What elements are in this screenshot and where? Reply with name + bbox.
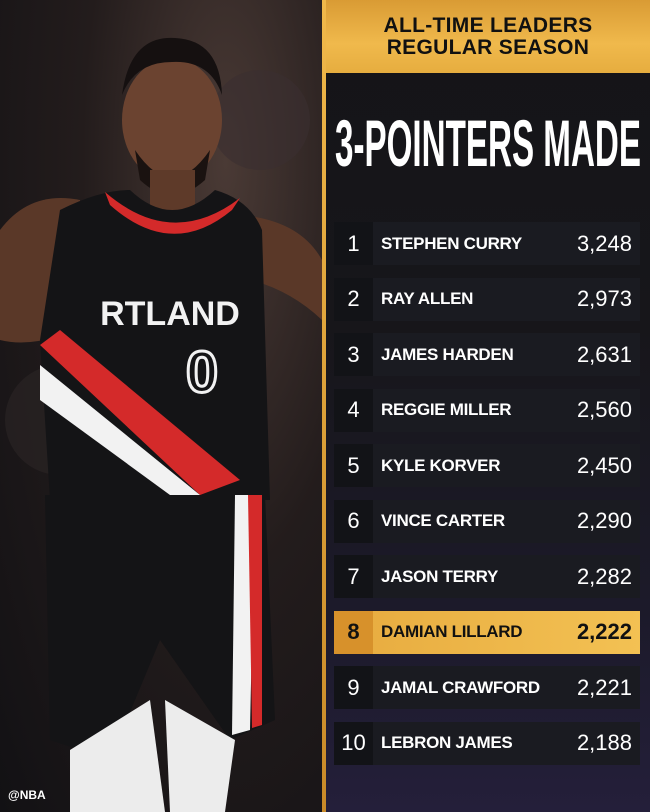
header-banner: ALL-TIME LEADERS REGULAR SEASON (326, 0, 650, 73)
rank-cell: 1 (334, 222, 373, 265)
three-pointers-value: 2,188 (576, 730, 632, 755)
rank: 7 (347, 563, 360, 589)
rank-cell: 2 (334, 277, 373, 321)
player-name: REGGIE MILLER (381, 400, 512, 419)
player-name-cell: STEPHEN CURRY (373, 234, 577, 254)
rank: 8 (347, 619, 360, 644)
leader-row: 3 JAMES HARDEN 2,631 (334, 333, 640, 376)
player-name-cell: RAY ALLEN (373, 289, 577, 309)
rank-cell: 7 (334, 555, 373, 598)
rank-cell: 8 (334, 610, 373, 654)
three-pointers-value: 2,560 (576, 397, 632, 422)
gold-divider (322, 0, 326, 812)
three-pointers-value: 2,631 (576, 341, 632, 367)
nba-watermark: @NBA (8, 788, 46, 802)
player-name: LEBRON JAMES (381, 733, 513, 752)
player-name: JAMAL CRAWFORD (381, 677, 540, 697)
value-cell: 2,222 (577, 619, 640, 645)
three-pointers-value: 2,290 (576, 508, 632, 533)
rank-cell: 9 (334, 666, 373, 709)
jersey-text: RTLAND (100, 295, 240, 333)
leader-row: 9 JAMAL CRAWFORD 2,221 (334, 666, 640, 709)
player-name-cell: JASON TERRY (373, 567, 577, 587)
value-cell: 2,973 (577, 286, 640, 312)
player-photo: RTLAND 0 @NBA (0, 0, 322, 812)
rank: 3 (347, 341, 360, 367)
header-line-2: REGULAR SEASON (386, 35, 590, 59)
leader-row: 10 LEBRON JAMES 2,188 (334, 721, 640, 765)
player-name: DAMIAN LILLARD (381, 622, 523, 641)
player-illustration: RTLAND 0 (0, 37, 322, 812)
stat-title-wrapper: 3-POINTERS MADE (335, 106, 641, 180)
rank-cell: 4 (334, 388, 373, 432)
value-cell: 2,282 (577, 564, 640, 590)
rank: 9 (347, 674, 360, 700)
player-name: KYLE KORVER (381, 455, 501, 475)
three-pointers-value: 2,973 (576, 286, 632, 311)
player-name-cell: LEBRON JAMES (373, 733, 577, 753)
value-cell: 3,248 (577, 231, 640, 257)
player-name-cell: KYLE KORVER (373, 456, 577, 476)
rank: 6 (347, 508, 360, 533)
rank: 10 (341, 730, 366, 755)
rank: 2 (347, 286, 360, 311)
player-name-cell: VINCE CARTER (373, 511, 577, 531)
leader-row: 6 VINCE CARTER 2,290 (334, 499, 640, 543)
jersey-number: 0 (186, 340, 218, 405)
player-name-cell: JAMES HARDEN (373, 345, 577, 365)
three-pointers-value: 2,450 (576, 452, 632, 478)
rank: 1 (347, 230, 360, 256)
player-name: VINCE CARTER (381, 511, 505, 530)
stat-title: 3-POINTERS MADE (335, 106, 641, 180)
leader-row: 8 DAMIAN LILLARD 2,222 (334, 610, 640, 654)
value-cell: 2,188 (577, 730, 640, 756)
value-cell: 2,290 (577, 508, 640, 534)
value-cell: 2,450 (577, 453, 640, 479)
value-cell: 2,560 (577, 397, 640, 423)
player-name-cell: REGGIE MILLER (373, 400, 577, 420)
rank-cell: 3 (334, 333, 373, 376)
rank: 4 (347, 397, 360, 422)
leaders-panel: ALL-TIME LEADERS REGULAR SEASON 3-POINTE… (326, 0, 650, 812)
leader-row: 4 REGGIE MILLER 2,560 (334, 388, 640, 432)
player-name-cell: JAMAL CRAWFORD (373, 678, 577, 698)
three-pointers-value: 3,248 (576, 230, 632, 256)
rank-cell: 5 (334, 444, 373, 487)
leader-row: 2 RAY ALLEN 2,973 (334, 277, 640, 321)
player-name: RAY ALLEN (381, 289, 474, 308)
player-name: JASON TERRY (381, 566, 498, 586)
rank-cell: 6 (334, 499, 373, 543)
player-name-cell: DAMIAN LILLARD (373, 622, 577, 642)
rank-cell: 10 (334, 721, 373, 765)
value-cell: 2,631 (577, 342, 640, 368)
leader-row: 7 JASON TERRY 2,282 (334, 555, 640, 598)
three-pointers-value: 2,221 (576, 674, 632, 700)
header-line-1: ALL-TIME LEADERS (383, 13, 593, 37)
three-pointers-value: 2,222 (576, 619, 632, 644)
player-name: JAMES HARDEN (381, 344, 514, 364)
value-cell: 2,221 (577, 675, 640, 701)
three-pointers-value: 2,282 (576, 563, 632, 589)
rank: 5 (347, 452, 360, 478)
leader-row: 5 KYLE KORVER 2,450 (334, 444, 640, 487)
leader-row: 1 STEPHEN CURRY 3,248 (334, 222, 640, 265)
player-name: STEPHEN CURRY (381, 233, 522, 253)
